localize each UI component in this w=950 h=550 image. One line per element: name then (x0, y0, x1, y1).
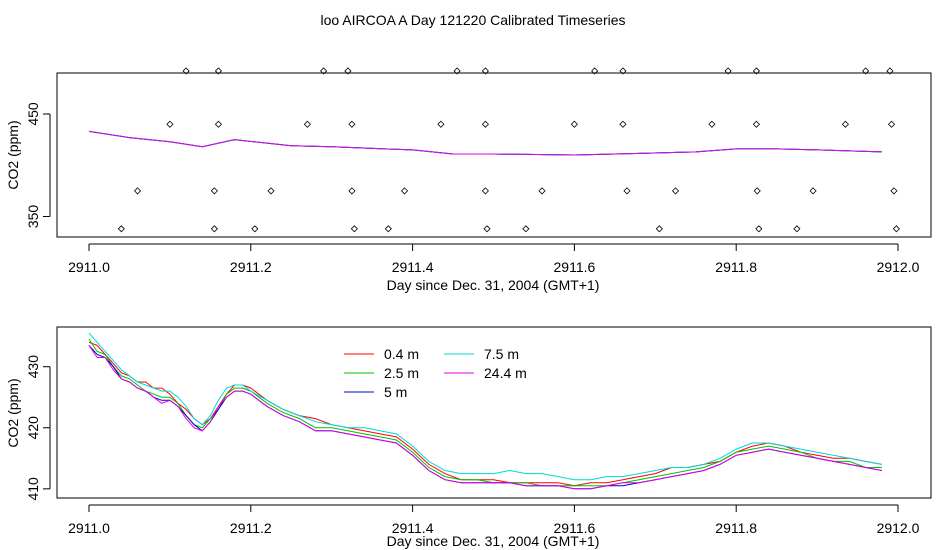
top-marker-22 (481, 187, 489, 195)
top-marker-36 (752, 120, 760, 128)
top-marker-5 (210, 187, 218, 195)
top-x-tick-label-5: 2912.0 (877, 259, 920, 275)
top-x-axis-label: Day since Dec. 31, 2004 (GMT+1) (387, 277, 600, 293)
top-marker-8 (251, 225, 259, 233)
top-marker-23 (483, 225, 491, 233)
top-marker-34 (724, 67, 732, 75)
top-marker-39 (793, 225, 801, 233)
top-marker-25 (538, 187, 546, 195)
top-marker-0 (117, 225, 125, 233)
bottom-x-axis: 2911.0 2911.2 2911.4 2911.6 2911.8 2912.0 (68, 504, 920, 536)
bottom-x-tick-label-3: 2911.6 (554, 520, 596, 536)
top-marker-17 (400, 187, 409, 195)
top-marker-11 (320, 67, 328, 75)
top-marker-44 (887, 120, 896, 128)
top-series-line-0 (88, 130, 882, 156)
bottom-series-line-4 (88, 345, 882, 490)
top-marker-18 (437, 120, 445, 128)
top-marker-27 (591, 67, 599, 75)
top-marker-2 (166, 120, 174, 128)
top-marker-30 (623, 187, 631, 195)
top-marker-20 (481, 67, 489, 75)
top-marker-7 (214, 67, 223, 75)
top-marker-6 (214, 120, 223, 128)
top-panel: 2911.0 2911.2 2911.4 2911.6 2911.8 2912.0 350… (5, 67, 932, 293)
legend-label-4: 24.4 m (484, 365, 527, 381)
top-marker-26 (570, 120, 578, 128)
top-x-tick-label-4: 2911.8 (715, 259, 757, 275)
top-marker-35 (752, 67, 760, 75)
bottom-y-axis-label: CO2 (ppm) (5, 378, 21, 447)
top-marker-9 (267, 187, 275, 195)
top-marker-21 (481, 120, 489, 128)
bottom-y-tick-label-0: 410 (25, 477, 41, 501)
top-marker-19 (453, 67, 461, 75)
top-x-axis: 2911.0 2911.2 2911.4 2911.6 2911.8 2912.0 (68, 243, 920, 275)
top-marker-37 (753, 187, 761, 195)
top-marker-41 (841, 120, 849, 128)
bottom-y-axis: 410 420 430 (25, 355, 51, 501)
bottom-y-tick-label-1: 420 (25, 416, 41, 440)
top-marker-32 (671, 187, 680, 195)
top-series-line-2 (88, 130, 882, 156)
top-marker-14 (348, 187, 356, 195)
top-marker-16 (384, 225, 392, 233)
top-series-layer (88, 130, 882, 156)
top-marker-31 (655, 225, 663, 233)
bottom-x-tick-label-4: 2911.8 (715, 520, 757, 536)
top-marker-4 (210, 225, 218, 233)
bottom-x-tick-label-2: 2911.4 (392, 520, 434, 536)
legend-label-1: 2.5 m (384, 365, 419, 381)
top-x-tick-label-3: 2911.6 (554, 259, 596, 275)
bottom-series-line-3 (88, 332, 882, 481)
bottom-x-tick-label-1: 2911.2 (230, 520, 272, 536)
top-marker-33 (708, 120, 716, 128)
top-y-axis-label: CO2 (ppm) (5, 120, 21, 189)
top-marker-46 (892, 225, 900, 233)
bottom-plot-frame (56, 326, 932, 499)
figure-title: loo AIRCOA A Day 121220 Calibrated Times… (320, 12, 625, 28)
top-x-tick-label-0: 2911.0 (68, 259, 110, 275)
top-y-tick-label-0: 350 (25, 205, 41, 229)
bottom-series-layer (88, 332, 882, 490)
top-plot-frame (56, 72, 932, 238)
top-marker-38 (755, 225, 763, 233)
top-marker-28 (619, 67, 627, 75)
top-marker-40 (809, 187, 817, 195)
top-marker-10 (303, 120, 311, 128)
top-series-line-1 (88, 130, 882, 156)
top-series-line-3 (88, 130, 882, 156)
top-marker-42 (862, 67, 870, 75)
top-marker-layer (117, 67, 900, 233)
top-y-tick-label-1: 450 (25, 102, 41, 126)
top-marker-45 (890, 187, 898, 195)
top-marker-3 (182, 67, 190, 75)
legend-label-3: 7.5 m (484, 346, 519, 362)
top-marker-29 (619, 120, 627, 128)
bottom-panel: 2911.0 2911.2 2911.4 2911.6 2911.8 2912.0 410… (5, 326, 932, 549)
legend-label-0: 0.4 m (384, 346, 419, 362)
bottom-series-line-1 (88, 338, 882, 487)
top-marker-15 (350, 225, 358, 233)
legend-label-2: 5 m (384, 384, 407, 400)
top-marker-13 (348, 120, 356, 128)
top-series-line-4 (88, 130, 882, 156)
bottom-x-tick-label-5: 2912.0 (877, 520, 920, 536)
top-marker-12 (344, 67, 352, 75)
top-y-axis: 350 450 (25, 102, 51, 229)
top-x-tick-label-2: 2911.4 (392, 259, 434, 275)
top-marker-43 (886, 67, 894, 75)
bottom-y-tick-label-2: 430 (25, 355, 41, 379)
bottom-x-tick-label-0: 2911.0 (68, 520, 110, 536)
top-marker-24 (522, 225, 530, 233)
top-marker-1 (133, 187, 142, 195)
legend: 0.4 m 2.5 m 5 m 7.5 m 24.4 m (344, 346, 527, 400)
bottom-x-axis-label: Day since Dec. 31, 2004 (GMT+1) (387, 533, 600, 549)
bottom-series-line-0 (88, 341, 882, 487)
top-x-tick-label-1: 2911.2 (230, 259, 272, 275)
